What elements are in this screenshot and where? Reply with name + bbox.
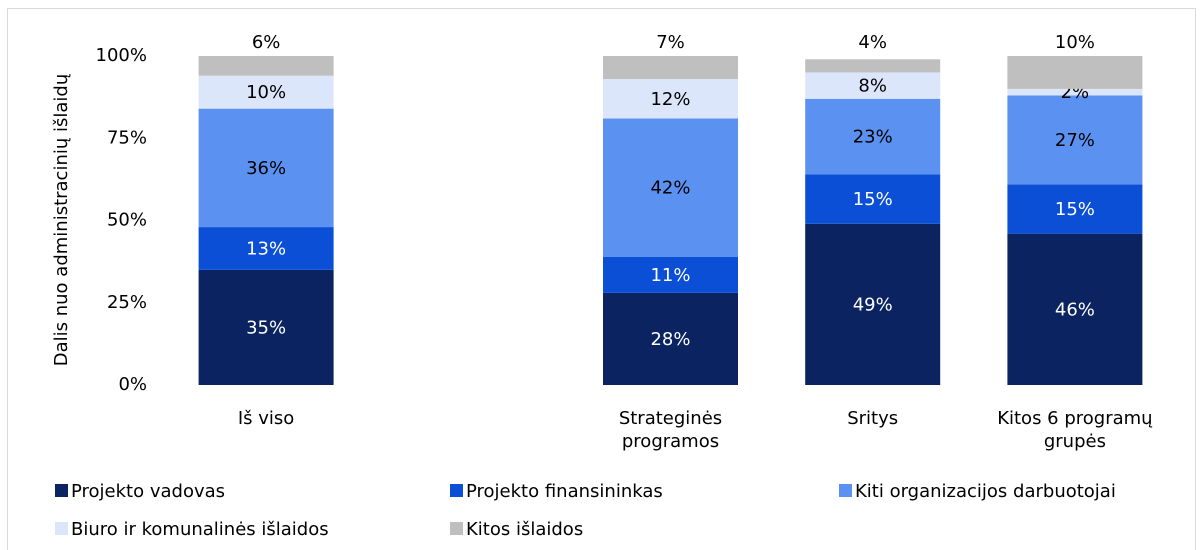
x-tick-label: Iš viso bbox=[237, 408, 295, 429]
bar-segment bbox=[603, 56, 738, 80]
data-label: 42% bbox=[650, 178, 690, 199]
bar-segment bbox=[198, 227, 334, 270]
y-tick-label: 0% bbox=[118, 374, 147, 395]
legend-swatch bbox=[450, 484, 463, 497]
bar-segment bbox=[805, 223, 941, 385]
legend-label: Kitos išlaidos bbox=[466, 519, 583, 540]
data-label: 15% bbox=[853, 189, 893, 210]
legend-swatch bbox=[450, 522, 463, 535]
data-label: 6% bbox=[252, 32, 281, 53]
bar-segment bbox=[603, 79, 738, 119]
data-label: 46% bbox=[1055, 299, 1095, 320]
y-axis-label: Dalis nuo administracinių išlaidų bbox=[51, 73, 72, 366]
bar-segment bbox=[198, 56, 334, 76]
bar-segment bbox=[1007, 56, 1143, 89]
data-label: 10% bbox=[1055, 32, 1095, 53]
bar-segment bbox=[1007, 88, 1143, 96]
data-label: 4% bbox=[858, 32, 887, 53]
bar-segment bbox=[603, 256, 738, 293]
legend-label: Projekto finansininkas bbox=[466, 481, 663, 502]
legend-swatch bbox=[839, 484, 852, 497]
y-tick-label: 50% bbox=[107, 210, 147, 231]
data-label: 28% bbox=[650, 329, 690, 350]
bar-segment bbox=[603, 118, 738, 257]
bar-segment bbox=[1007, 95, 1143, 185]
data-label: 15% bbox=[1055, 199, 1095, 220]
x-tick-label: Strateginės programos bbox=[618, 408, 723, 452]
x-tick-label: Sritys bbox=[847, 408, 899, 429]
bar-segment bbox=[805, 98, 941, 175]
bar-segment bbox=[198, 108, 334, 228]
data-label: 36% bbox=[246, 158, 286, 179]
bar-segment bbox=[805, 59, 941, 73]
bar-segment bbox=[198, 269, 334, 385]
data-label: 13% bbox=[246, 238, 286, 259]
data-label: 35% bbox=[246, 317, 286, 338]
data-label: 12% bbox=[650, 89, 690, 110]
x-tick-label: Kitos 6 programų grupės bbox=[997, 408, 1153, 452]
bar-segment bbox=[1007, 184, 1143, 234]
y-tick-label: 25% bbox=[107, 292, 147, 313]
bar-segment bbox=[603, 292, 738, 385]
data-label: 49% bbox=[853, 294, 893, 315]
data-label: 11% bbox=[650, 265, 690, 286]
data-label: 23% bbox=[853, 127, 893, 148]
y-tick-label: 100% bbox=[96, 45, 147, 66]
legend-label: Biuro ir komunalinės išlaidos bbox=[71, 519, 329, 540]
chart-border bbox=[7, 8, 1196, 550]
bar-segment bbox=[198, 75, 334, 109]
y-tick-label: 75% bbox=[107, 127, 147, 148]
legend-label: Kiti organizacijos darbuotojai bbox=[855, 481, 1116, 502]
legend-swatch bbox=[55, 484, 68, 497]
bar-segment bbox=[805, 72, 941, 99]
legend-swatch bbox=[55, 522, 68, 535]
bar-segment bbox=[805, 174, 941, 224]
bar-segment bbox=[1007, 233, 1143, 385]
legend-label: Projekto vadovas bbox=[71, 481, 225, 502]
data-label: 27% bbox=[1055, 130, 1095, 151]
data-label: 7% bbox=[656, 32, 685, 53]
data-label: 10% bbox=[246, 82, 286, 103]
data-label: 8% bbox=[858, 76, 887, 97]
